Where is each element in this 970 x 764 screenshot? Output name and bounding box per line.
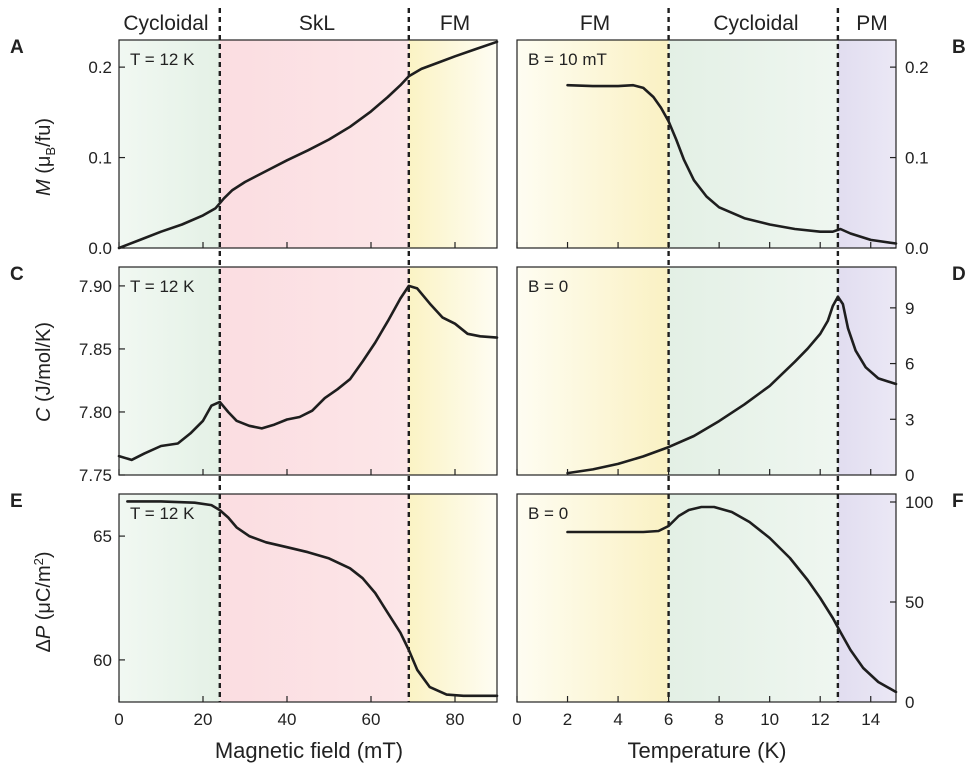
panels: 0.0 0.1 0.2 T = 12 K A 0.0 0.1 0.2 B = 10 mT B 7.7… xyxy=(10,8,966,729)
y-tick-label: 9 xyxy=(905,299,914,318)
y-tick-label: 6 xyxy=(905,355,914,374)
y-tick-label: 0.1 xyxy=(905,149,929,168)
xlabel-left: Magnetic field (mT) xyxy=(215,738,403,763)
region-cycloidal xyxy=(668,40,838,248)
y-tick-label: 60 xyxy=(93,651,112,670)
y-tick-label: 0.0 xyxy=(905,239,929,258)
panel-annotation: B = 10 mT xyxy=(528,50,607,69)
y-tick-label: 0 xyxy=(905,466,914,485)
x-tick-label: 12 xyxy=(811,710,830,729)
region-fm xyxy=(517,40,669,248)
y-tick-label: 3 xyxy=(905,410,914,429)
panel-frame xyxy=(516,493,897,703)
x-tick-label: 40 xyxy=(278,710,297,729)
region-fm xyxy=(517,494,669,702)
ylabel-C: C (J/mol/K) xyxy=(33,322,55,422)
panel-C: 7.75 7.80 7.85 7.90 T = 12 K C xyxy=(10,264,499,485)
y-tick-label: 50 xyxy=(905,593,924,612)
region-pm xyxy=(837,40,896,248)
y-tick-label: 0.1 xyxy=(88,149,112,168)
region-fm xyxy=(517,267,669,475)
x-tick-label: 0 xyxy=(114,710,123,729)
y-tick-label: 0.0 xyxy=(88,239,112,258)
panel-letter: A xyxy=(10,37,24,58)
panel-annotation: T = 12 K xyxy=(130,277,195,296)
region-fm xyxy=(408,494,497,702)
region-cycloidal xyxy=(668,494,838,702)
y-tick-label: 7.75 xyxy=(79,466,112,485)
y-tick-label: 7.85 xyxy=(79,340,112,359)
y-tick-label: 65 xyxy=(93,527,112,546)
panel-D: 0 3 6 9 B = 0 D xyxy=(516,264,966,485)
region-pm xyxy=(837,267,896,475)
region-pm xyxy=(837,494,896,702)
region-skl xyxy=(219,40,409,248)
data-curve xyxy=(117,284,499,462)
panel-annotation: B = 0 xyxy=(528,504,568,523)
x-tick-label: 8 xyxy=(714,710,723,729)
x-tick-label: 80 xyxy=(446,710,465,729)
region-skl xyxy=(219,267,409,475)
panel-frame xyxy=(118,39,498,249)
panel-letter: B xyxy=(952,37,966,58)
region-fm xyxy=(408,267,497,475)
panel-annotation: T = 12 K xyxy=(130,50,195,69)
top-label-left-fm: FM xyxy=(440,12,470,35)
region-fm xyxy=(408,40,497,248)
y-tick-label: 0.2 xyxy=(905,58,929,77)
x-tick-label: 4 xyxy=(613,710,622,729)
region-cycloidal xyxy=(119,40,220,248)
y-tick-label: 7.90 xyxy=(79,277,112,296)
panel-letter: F xyxy=(952,491,964,512)
panel-B: 0.0 0.1 0.2 B = 10 mT B xyxy=(516,37,966,258)
region-cycloidal xyxy=(668,267,838,475)
xlabel-right: Temperature (K) xyxy=(628,738,787,763)
panel-frame xyxy=(118,493,498,703)
top-label-right-pm: PM xyxy=(856,12,888,35)
x-tick-label: 60 xyxy=(362,710,381,729)
data-curve xyxy=(566,83,898,245)
x-tick-label: 6 xyxy=(664,710,673,729)
panel-letter: E xyxy=(10,491,23,512)
panel-letter: D xyxy=(952,264,966,285)
panel-frame xyxy=(118,266,498,476)
region-cycloidal xyxy=(119,267,220,475)
x-tick-label: 14 xyxy=(861,710,880,729)
ylabel-A: M (μB/fu) xyxy=(33,118,58,196)
x-tick-label: 2 xyxy=(563,710,572,729)
panel-frame xyxy=(516,266,897,476)
y-tick-label: 7.80 xyxy=(79,403,112,422)
top-label-left-cycloidal: Cycloidal xyxy=(123,12,208,35)
top-label-left-skl: SkL xyxy=(299,12,335,35)
y-tick-label: 0 xyxy=(905,693,914,712)
y-tick-label: 0.2 xyxy=(88,58,112,77)
panel-annotation: B = 0 xyxy=(528,277,568,296)
panel-E: 60 65 0 20 40 60 80 T = 12 K E xyxy=(10,491,499,729)
data-curve xyxy=(566,505,898,694)
region-skl xyxy=(219,494,409,702)
x-tick-label: 20 xyxy=(194,710,213,729)
panel-F: 0 50 100 0 2 4 6 8 10 12 14 B = 0 F xyxy=(512,491,963,729)
y-tick-label: 100 xyxy=(905,493,933,512)
data-curve xyxy=(566,295,898,475)
data-curve xyxy=(117,40,499,250)
top-label-right-fm: FM xyxy=(580,12,610,35)
x-tick-label: 0 xyxy=(512,710,521,729)
panel-annotation: T = 12 K xyxy=(130,504,195,523)
panel-frame xyxy=(516,39,897,249)
top-label-right-cycloidal: Cycloidal xyxy=(713,12,798,35)
panel-letter: C xyxy=(10,264,24,285)
panel-A: 0.0 0.1 0.2 T = 12 K A xyxy=(10,37,499,258)
ylabel-E: ΔP (μC/m2) xyxy=(31,551,55,652)
region-cycloidal xyxy=(119,494,220,702)
data-curve xyxy=(126,500,499,698)
x-tick-label: 10 xyxy=(760,710,779,729)
